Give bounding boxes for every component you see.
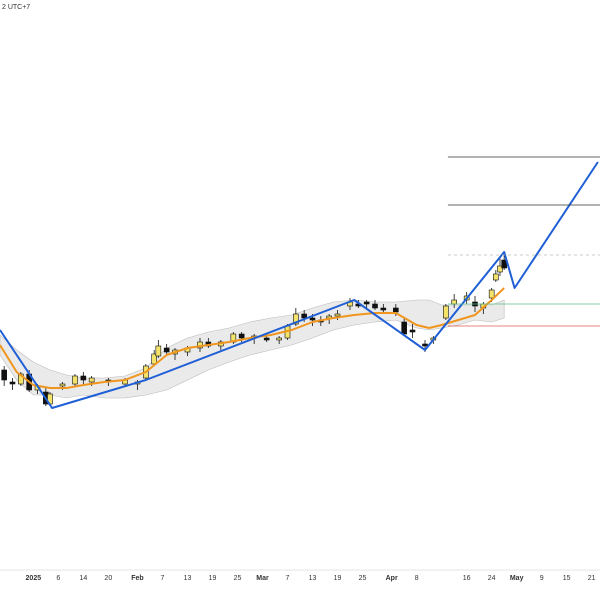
x-tick-label: 6 bbox=[56, 575, 60, 582]
candle-body bbox=[497, 265, 503, 273]
candle-body bbox=[443, 305, 449, 319]
x-tick-label: 20 bbox=[104, 575, 112, 582]
candle-body bbox=[451, 299, 457, 305]
candle-body bbox=[293, 313, 299, 325]
candle-body bbox=[276, 337, 282, 341]
candle-body bbox=[422, 343, 428, 347]
candle-body bbox=[363, 301, 370, 305]
candle-body bbox=[309, 317, 316, 321]
candle-body bbox=[59, 383, 66, 387]
x-tick-label: 7 bbox=[286, 575, 290, 582]
candle-body bbox=[334, 313, 341, 317]
candle-body bbox=[163, 347, 170, 353]
x-tick-label: Apr bbox=[386, 575, 398, 582]
x-tick-label: 14 bbox=[79, 575, 87, 582]
x-tick-label: 16 bbox=[463, 575, 471, 582]
candle-body bbox=[488, 289, 495, 299]
x-tick-label: 7 bbox=[161, 575, 165, 582]
timezone-label: 2 UTC+7 bbox=[2, 4, 30, 11]
x-tick-label: Mar bbox=[256, 575, 269, 582]
candle-body bbox=[401, 321, 407, 335]
x-tick-label: 25 bbox=[234, 575, 242, 582]
candle-body bbox=[409, 329, 416, 333]
candle-body bbox=[301, 313, 307, 319]
candle-body bbox=[238, 333, 245, 339]
candle-body bbox=[493, 273, 499, 281]
x-tick-label: 15 bbox=[563, 575, 571, 582]
candle-body bbox=[263, 337, 270, 341]
candle-body bbox=[9, 381, 16, 385]
x-tick-label: 24 bbox=[488, 575, 496, 582]
x-tick-label: 21 bbox=[588, 575, 596, 582]
candle-body bbox=[80, 375, 87, 381]
candle-body bbox=[88, 377, 95, 383]
x-tick-label: 2025 bbox=[26, 575, 42, 582]
x-tick-label: 9 bbox=[540, 575, 544, 582]
x-tick-label: 8 bbox=[415, 575, 419, 582]
candle-body bbox=[72, 375, 78, 385]
x-tick-label: 25 bbox=[359, 575, 367, 582]
x-tick-label: 13 bbox=[309, 575, 317, 582]
x-tick-label: 13 bbox=[184, 575, 192, 582]
x-tick-label: 19 bbox=[209, 575, 217, 582]
overlay-line bbox=[0, 161, 599, 409]
x-tick-label: Feb bbox=[131, 575, 143, 582]
candle-body bbox=[393, 307, 399, 313]
x-tick-label: 19 bbox=[334, 575, 342, 582]
candle-body bbox=[372, 303, 378, 309]
candle-body bbox=[380, 307, 387, 311]
candle-body bbox=[155, 345, 162, 357]
band bbox=[0, 299, 505, 399]
candle-body bbox=[1, 369, 7, 381]
x-tick-label: May bbox=[510, 575, 524, 582]
